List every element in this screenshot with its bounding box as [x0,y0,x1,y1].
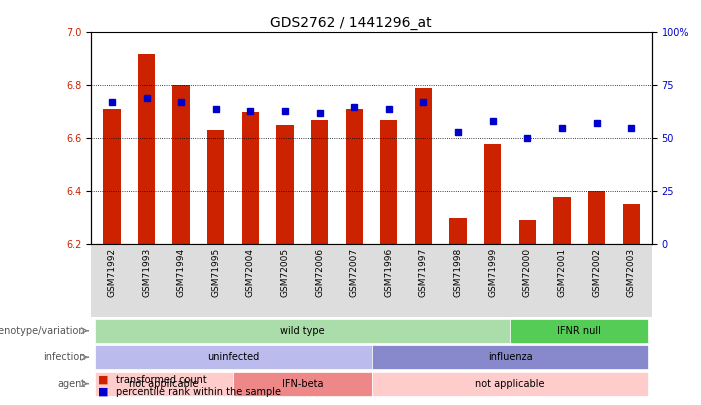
FancyBboxPatch shape [95,319,510,343]
Bar [380,120,397,244]
Text: not applicable: not applicable [129,379,198,389]
Text: GSM71994: GSM71994 [177,248,186,297]
Bar [553,196,571,244]
Bar [103,109,121,244]
Text: GSM72004: GSM72004 [246,248,255,297]
Bar [172,85,190,244]
Text: GSM72002: GSM72002 [592,248,601,297]
Text: ■: ■ [98,387,109,397]
Text: infection: infection [43,352,86,362]
Text: wild type: wild type [280,326,325,336]
Bar [138,53,155,244]
Text: GDS2762 / 1441296_at: GDS2762 / 1441296_at [270,16,431,30]
Text: GSM72005: GSM72005 [280,248,290,297]
FancyBboxPatch shape [372,372,648,396]
Text: not applicable: not applicable [475,379,545,389]
Text: GSM72003: GSM72003 [627,248,636,297]
Text: ■: ■ [98,375,109,385]
Text: percentile rank within the sample: percentile rank within the sample [116,387,280,397]
Bar [588,191,605,244]
FancyBboxPatch shape [95,372,233,396]
Bar [519,220,536,244]
FancyBboxPatch shape [372,345,648,369]
FancyBboxPatch shape [510,319,648,343]
Bar [242,112,259,244]
Text: GSM72000: GSM72000 [523,248,532,297]
Text: GSM71999: GSM71999 [488,248,497,297]
Bar [449,218,467,244]
Text: genotype/variation: genotype/variation [0,326,86,336]
Text: agent: agent [57,379,86,389]
Text: GSM72007: GSM72007 [350,248,359,297]
Bar [207,130,224,244]
Text: GSM71996: GSM71996 [384,248,393,297]
Text: GSM71997: GSM71997 [419,248,428,297]
Text: GSM71993: GSM71993 [142,248,151,297]
Bar [415,88,432,244]
Bar [311,120,328,244]
Bar [346,109,363,244]
FancyBboxPatch shape [95,345,372,369]
FancyBboxPatch shape [233,372,372,396]
Bar [484,144,501,244]
Text: GSM71995: GSM71995 [211,248,220,297]
Text: influenza: influenza [488,352,532,362]
Text: GSM72006: GSM72006 [315,248,324,297]
Bar [622,205,640,244]
Bar [276,125,294,244]
Text: IFN-beta: IFN-beta [282,379,323,389]
Text: GSM72001: GSM72001 [557,248,566,297]
Text: IFNR null: IFNR null [557,326,601,336]
Text: GSM71992: GSM71992 [107,248,116,297]
Text: transformed count: transformed count [116,375,206,385]
Text: GSM71998: GSM71998 [454,248,463,297]
Text: uninfected: uninfected [207,352,259,362]
